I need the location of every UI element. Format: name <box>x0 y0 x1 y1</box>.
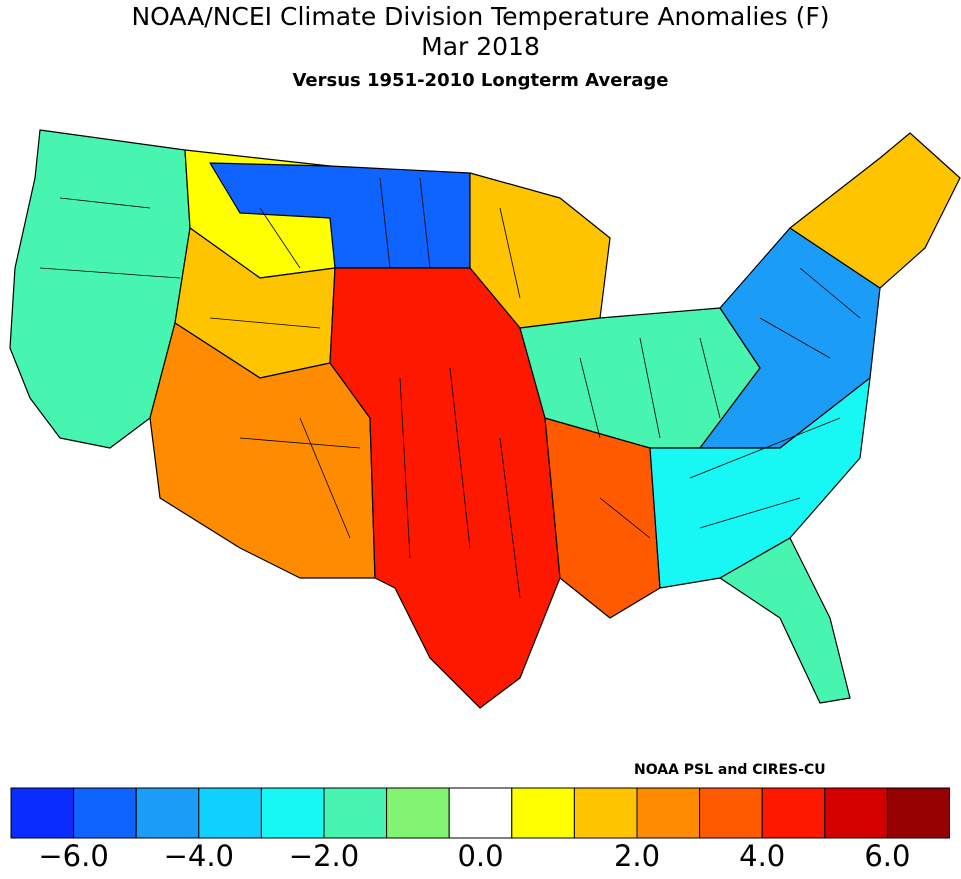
scale-tick-label: −2.0 <box>288 839 360 873</box>
chart-period: Mar 2018 <box>421 32 540 61</box>
scale-bin <box>73 787 137 839</box>
division-boundary <box>639 337 661 439</box>
division-boundary <box>499 437 521 599</box>
division-boundary <box>39 267 181 279</box>
division-boundary <box>399 377 411 559</box>
scale-tick-label: 4.0 <box>739 839 786 873</box>
scale-bin <box>386 787 450 839</box>
division-boundary <box>239 437 361 449</box>
division-boundary <box>209 317 321 329</box>
scale-bin <box>511 787 575 839</box>
scale-bin <box>135 787 200 839</box>
scale-bin <box>699 787 763 839</box>
chart-title: NOAA/NCEI Climate Division Temperature A… <box>131 2 830 31</box>
division-boundary <box>599 497 651 539</box>
division-boundary <box>499 207 521 299</box>
division-boundary <box>759 317 831 359</box>
color-scale <box>10 787 950 839</box>
scale-bin <box>448 787 513 839</box>
division-boundary <box>419 177 431 269</box>
credit-text: NOAA PSL and CIRES-CU <box>634 762 826 778</box>
region-florida <box>719 537 851 704</box>
region-new-england <box>789 132 961 289</box>
division-boundary <box>699 337 721 419</box>
scale-tick-label: 6.0 <box>864 839 911 873</box>
division-boundary <box>299 417 351 539</box>
scale-tick-label: −6.0 <box>38 839 109 873</box>
scale-bin <box>761 787 826 839</box>
scale-bin <box>260 787 325 839</box>
scale-bin <box>886 787 950 839</box>
us-climate-division-map <box>9 129 961 709</box>
scale-tick-label: −4.0 <box>163 839 234 873</box>
scale-bin <box>198 787 262 839</box>
division-boundary <box>59 197 151 209</box>
scale-bin <box>636 787 701 839</box>
scale-bin <box>323 787 388 839</box>
division-boundary <box>449 367 471 549</box>
region-gulf-coast <box>544 417 661 619</box>
scale-bin <box>10 787 75 839</box>
region-southern-plains <box>329 267 561 709</box>
region-southeast <box>649 377 871 589</box>
scale-tick-label: 0.0 <box>457 839 504 873</box>
division-boundary <box>689 417 841 479</box>
scale-bin <box>573 787 638 839</box>
division-boundary <box>699 497 801 529</box>
division-boundary <box>379 177 391 269</box>
division-boundary <box>579 357 601 439</box>
scale-tick-label: 2.0 <box>613 839 661 873</box>
scale-bin <box>824 787 888 839</box>
chart-subtitle: Versus 1951-2010 Longterm Average <box>292 70 669 91</box>
division-boundary <box>799 267 861 319</box>
division-boundary <box>259 207 301 269</box>
